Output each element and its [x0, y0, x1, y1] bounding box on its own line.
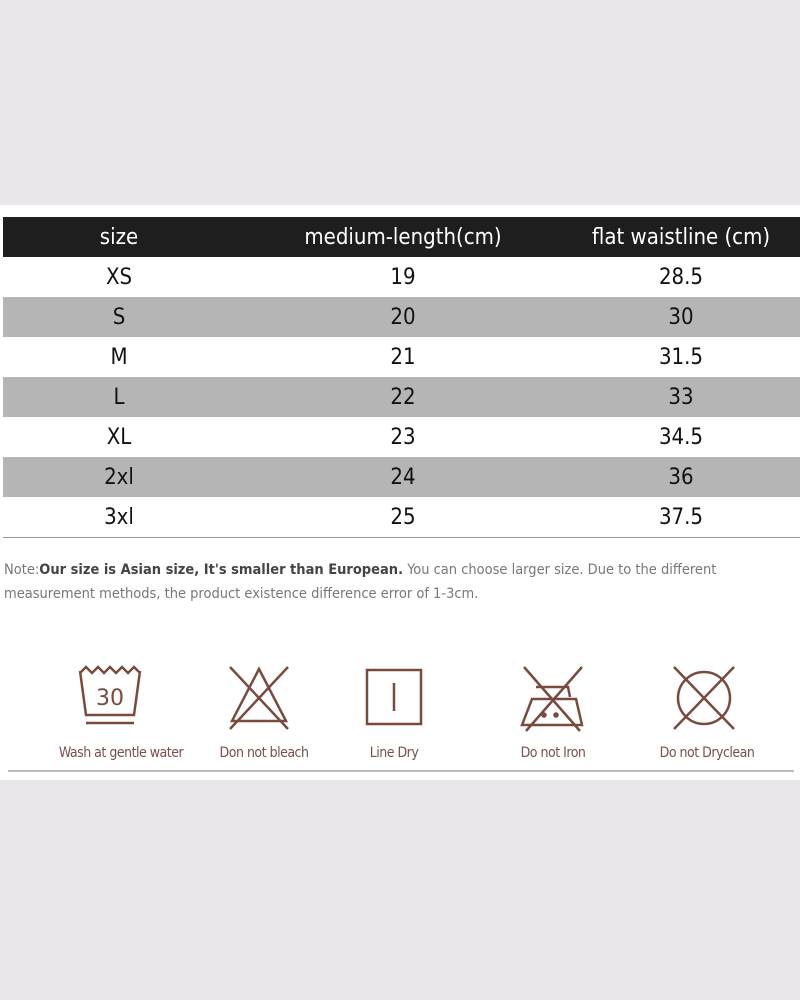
no-dryclean-icon: [673, 666, 735, 730]
length-cell: 20: [390, 304, 416, 330]
table-row: M 21 31.5: [3, 337, 800, 377]
waist-cell: 37.5: [658, 504, 704, 530]
size-table: size medium-length(cm) flat waistline (c…: [3, 217, 800, 537]
table-row: XL 23 34.5: [3, 417, 800, 457]
size-cell: XL: [106, 424, 132, 450]
size-cell: L: [113, 384, 125, 410]
care-label-wash: Wash at gentle water: [58, 745, 184, 761]
no-bleach-icon: [229, 666, 289, 730]
waist-cell: 34.5: [658, 424, 704, 450]
wash-30-icon: 30: [78, 665, 142, 725]
size-cell: M: [110, 344, 128, 370]
table-row: L 22 33: [3, 377, 800, 417]
length-cell: 23: [390, 424, 416, 450]
length-cell: 24: [390, 464, 416, 490]
note-prefix: Note:: [4, 562, 40, 578]
table-row: 2xl 24 36: [3, 457, 800, 497]
care-label-bleach: Don not bleach: [219, 745, 309, 761]
size-cell: 2xl: [104, 464, 134, 490]
table-bottom-line: [3, 537, 800, 538]
table-row: S 20 30: [3, 297, 800, 337]
size-cell: S: [112, 304, 126, 330]
length-cell: 21: [390, 344, 416, 370]
waist-cell: 36: [668, 464, 694, 490]
care-label-dryclean: Do not Dryclean: [659, 745, 755, 761]
no-iron-icon: [520, 666, 584, 732]
length-cell: 25: [390, 504, 416, 530]
size-cell: XS: [105, 264, 133, 290]
care-label-dry: Line Dry: [369, 745, 419, 761]
waist-cell: 31.5: [658, 344, 704, 370]
header-length: medium-length(cm): [304, 224, 502, 250]
waist-cell: 30: [668, 304, 694, 330]
header-waist: flat waistline (cm): [591, 224, 771, 250]
size-cell: 3xl: [104, 504, 134, 530]
waist-cell: 28.5: [658, 264, 704, 290]
table-row: XS 19 28.5: [3, 257, 800, 297]
care-label-iron: Do not Iron: [520, 745, 586, 761]
line-dry-icon: [365, 668, 423, 726]
size-note: Note:Our size is Asian size, It's smalle…: [4, 558, 794, 606]
note-bold: Our size is Asian size, It's smaller tha…: [39, 562, 404, 578]
table-header: size medium-length(cm) flat waistline (c…: [3, 217, 800, 257]
table-row: 3xl 25 37.5: [3, 497, 800, 537]
length-cell: 19: [390, 264, 416, 290]
header-size: size: [99, 224, 139, 250]
length-cell: 22: [390, 384, 416, 410]
note-rest: You can choose larger size. Due to the d…: [4, 562, 717, 602]
waist-cell: 33: [668, 384, 694, 410]
wash-temp: 30: [96, 686, 124, 711]
divider: [8, 770, 794, 772]
